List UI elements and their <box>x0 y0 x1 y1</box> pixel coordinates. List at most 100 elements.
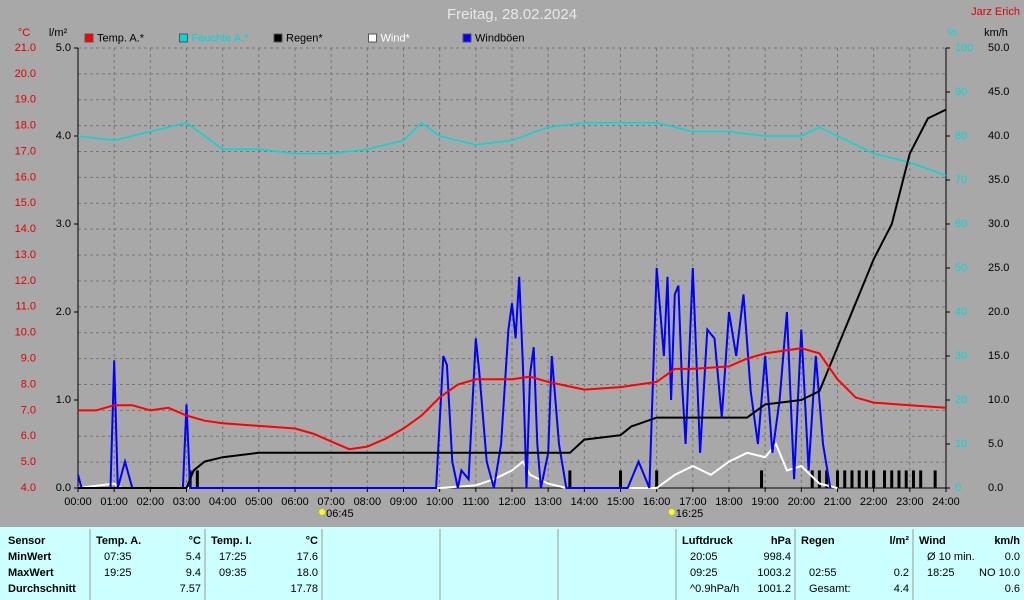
y-tick-label: 50 <box>955 262 967 274</box>
y-tick-label: 4.0 <box>21 482 36 494</box>
rain-bar <box>890 470 894 488</box>
y-tick-label: 70 <box>955 174 967 186</box>
cell: 1003.2 <box>757 567 791 579</box>
cell: NO 10.0 <box>979 567 1020 579</box>
x-tick-label: 09:00 <box>390 496 418 508</box>
rain-bar <box>904 470 908 488</box>
y-tick-label: 7.0 <box>21 404 36 416</box>
x-tick-label: 14:00 <box>571 496 599 508</box>
cell: 19:25 <box>104 567 132 579</box>
y-tick-label: 30 <box>955 350 967 362</box>
y-tick-label: 0 <box>955 482 961 494</box>
series-line <box>78 347 947 451</box>
x-tick-label: 07:00 <box>317 496 345 508</box>
x-tick-label: 23:00 <box>896 496 924 508</box>
y-tick-label: 13.0 <box>15 249 36 261</box>
cell: 998.4 <box>763 551 791 563</box>
y-tick-label: 1.0 <box>56 394 71 406</box>
cell: 17.6 <box>297 551 318 563</box>
x-tick-label: 06:00 <box>281 496 309 508</box>
y-tick-label: 17.0 <box>15 145 36 157</box>
y-tick-label: 25.0 <box>988 262 1009 274</box>
legend-swatch <box>273 33 283 43</box>
cell: 17.78 <box>290 583 318 595</box>
sun-marker <box>668 509 675 515</box>
rain-bar <box>897 470 901 488</box>
rain-bar <box>810 470 814 488</box>
rain-bar <box>568 470 572 488</box>
legend-label: Temp. A.* <box>97 32 145 44</box>
y-tick-label: 19.0 <box>15 94 36 106</box>
y-tick-label: 0.0 <box>988 482 1003 494</box>
cell: 09:35 <box>219 567 247 579</box>
legend-label: Wind* <box>381 32 411 44</box>
unit-label: °C <box>18 27 30 39</box>
cell: 18.0 <box>297 567 318 579</box>
y-tick-label: 21.0 <box>15 42 36 54</box>
table-bg <box>0 527 1024 600</box>
rain-bar <box>843 470 847 488</box>
rain-bar <box>836 470 839 488</box>
y-tick-label: 10.0 <box>15 327 36 339</box>
y-tick-label: 10.0 <box>988 394 1009 406</box>
cell: 17:25 <box>219 551 247 563</box>
y-tick-label: 5.0 <box>21 456 36 468</box>
col-header: Temp. A. <box>96 535 141 547</box>
y-tick-label: 100 <box>955 42 973 54</box>
series-line <box>77 267 832 489</box>
y-tick-label: 60 <box>955 218 967 230</box>
cell: 0.2 <box>894 567 909 579</box>
x-tick-label: 00:00 <box>64 496 92 508</box>
x-tick-label: 12:00 <box>498 496 526 508</box>
y-tick-label: 90 <box>955 86 967 98</box>
unit-label: km/h <box>984 27 1008 39</box>
legend-label: Windböen <box>475 32 525 44</box>
col-header: Temp. I. <box>211 535 252 547</box>
cell: 20:05 <box>690 551 718 563</box>
rain-bar <box>864 470 868 488</box>
rain-bar <box>883 470 887 488</box>
author: Jarz Erich <box>971 6 1020 18</box>
series-line <box>78 108 947 489</box>
cell: ^0.9hPa/h <box>690 583 739 595</box>
cell: 09:25 <box>690 567 718 579</box>
y-tick-label: 40.0 <box>988 130 1009 142</box>
cell: 5.4 <box>186 551 201 563</box>
cell: 1001.2 <box>757 583 791 595</box>
col-unit: km/h <box>994 535 1020 547</box>
col-unit: l/m² <box>889 535 909 547</box>
cell: Gesamt: <box>809 583 851 595</box>
cell: 02:55 <box>809 567 837 579</box>
col-header: Wind <box>919 535 946 547</box>
row-label: MinWert <box>8 551 52 563</box>
cell: 07:35 <box>104 551 132 563</box>
x-tick-label: 08:00 <box>354 496 382 508</box>
rain-bar <box>825 470 829 488</box>
unit-label: l/m² <box>49 27 68 39</box>
x-tick-label: 03:00 <box>173 496 201 508</box>
rain-bar <box>195 470 199 488</box>
cell: 0.0 <box>1005 551 1020 563</box>
x-tick-label: 10:00 <box>426 496 454 508</box>
y-tick-label: 0.0 <box>56 482 71 494</box>
y-tick-label: 16.0 <box>15 171 36 183</box>
y-tick-label: 11.0 <box>15 301 36 313</box>
cell: Ø 10 min. <box>927 551 975 563</box>
col-header: Regen <box>801 535 835 547</box>
y-tick-label: 14.0 <box>15 223 36 235</box>
y-tick-label: 15.0 <box>988 350 1009 362</box>
rain-bar <box>655 470 659 488</box>
y-tick-label: 35.0 <box>988 174 1009 186</box>
rain-bar <box>817 470 821 488</box>
sun-marker <box>319 509 326 515</box>
y-tick-label: 2.0 <box>56 306 71 318</box>
x-tick-label: 21:00 <box>824 496 852 508</box>
y-tick-label: 9.0 <box>21 352 36 364</box>
legend-label: Feuchte A.* <box>192 32 250 44</box>
chart-title: Freitag, 28.02.2024 <box>447 6 577 23</box>
x-tick-label: 20:00 <box>788 496 816 508</box>
y-tick-label: 10 <box>955 438 967 450</box>
sun-label: 16:25 <box>676 508 704 520</box>
